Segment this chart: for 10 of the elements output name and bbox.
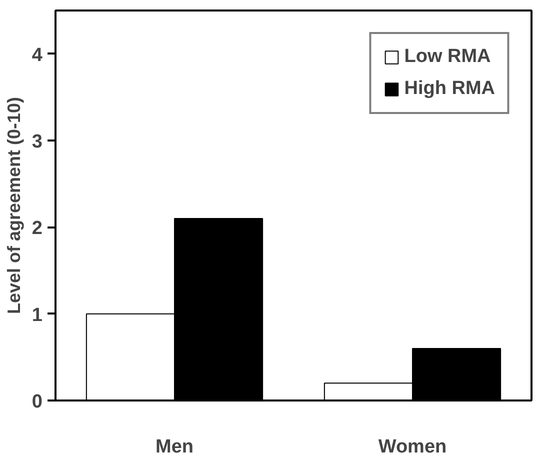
x-tick-label: Women: [378, 436, 447, 458]
y-axis-title: Level of agreement (0-10): [4, 96, 24, 314]
y-tick-label: 2: [32, 218, 43, 240]
y-tick-label: 4: [32, 44, 43, 66]
y-tick-label: 1: [32, 304, 43, 326]
y-tick-label: 0: [32, 392, 43, 412]
x-tick-label: Men: [156, 436, 194, 458]
y-tick-label: 3: [32, 132, 43, 152]
legend-label: High RMA: [404, 78, 495, 100]
legend-label: Low RMA: [404, 46, 491, 68]
